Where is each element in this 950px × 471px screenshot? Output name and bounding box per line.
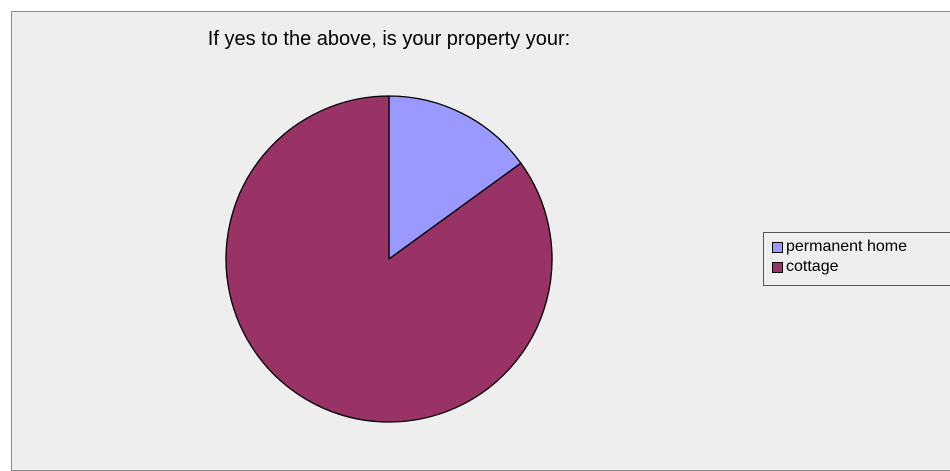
legend: permanent home cottage <box>763 232 950 286</box>
pie-slice-permanent-home <box>388 95 522 260</box>
pie-slices <box>225 95 553 423</box>
pie-slice-cottage <box>225 95 553 423</box>
chart-title: If yes to the above, is your property yo… <box>207 28 571 50</box>
legend-item-cottage: cottage <box>772 257 950 277</box>
pie-chart <box>225 95 553 423</box>
legend-swatch-cottage <box>772 261 783 273</box>
legend-label-cottage: cottage <box>786 258 839 275</box>
legend-label-permanent-home: permanent home <box>786 238 907 255</box>
legend-swatch-permanent-home <box>772 241 783 253</box>
legend-item-permanent-home: permanent home <box>772 237 950 257</box>
